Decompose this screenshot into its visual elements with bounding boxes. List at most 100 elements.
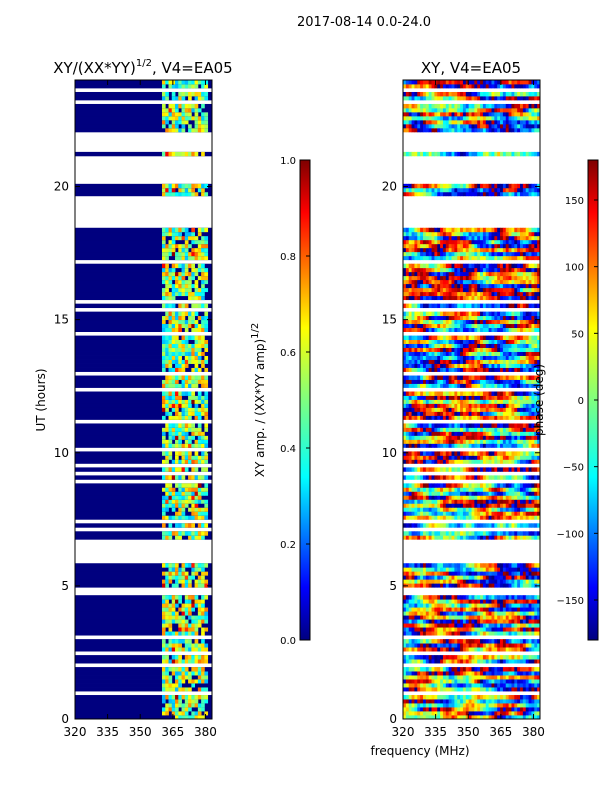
phase-cell — [431, 379, 435, 384]
phase-cell — [514, 695, 518, 700]
amp-row — [75, 263, 212, 269]
phase-cell — [531, 711, 535, 716]
amp-cell — [175, 407, 179, 412]
phase-cell — [414, 423, 418, 428]
phase-cell — [403, 531, 407, 536]
phase-cell — [457, 407, 461, 412]
amp-cell — [165, 571, 169, 576]
amp-cell — [178, 487, 182, 492]
phase-cell — [442, 403, 447, 408]
phase-cell — [514, 707, 518, 712]
phase-cell — [528, 379, 532, 384]
phase-cell — [440, 571, 444, 576]
amp-cell — [161, 615, 166, 620]
amp-cell — [184, 563, 189, 568]
phase-cell — [522, 679, 527, 684]
phase-cell — [411, 499, 415, 504]
amp-cell — [188, 451, 192, 456]
phase-cell — [537, 515, 540, 520]
phase-cell — [517, 379, 521, 384]
amp-cell — [188, 283, 192, 289]
phase-cell — [411, 399, 415, 404]
phase-cell — [502, 715, 507, 719]
phase-cell — [531, 395, 535, 400]
amp-cell — [178, 411, 182, 416]
phase-cell — [408, 379, 412, 384]
phase-cell — [408, 579, 412, 584]
phase-cell — [494, 523, 498, 528]
phase-cell — [403, 715, 407, 719]
phase-cell — [514, 703, 518, 708]
phase-cell — [431, 411, 435, 416]
phase-cell — [460, 391, 464, 396]
phase-cell — [511, 363, 515, 368]
phase-cell — [457, 351, 461, 356]
phase-cell — [454, 607, 458, 612]
phase-cell — [431, 423, 435, 428]
phase-cell — [405, 711, 410, 716]
phase-cell — [457, 503, 461, 508]
phase-cell — [505, 603, 510, 608]
phase-cell — [531, 375, 535, 380]
phase-cell — [405, 507, 410, 512]
phase-cell — [525, 679, 529, 684]
amp-cell — [175, 711, 179, 716]
amp-cell — [188, 123, 192, 129]
phase-cell — [525, 359, 529, 364]
amp-cell — [201, 411, 205, 416]
phase-cell — [437, 459, 441, 464]
phase-cell — [500, 467, 504, 472]
phase-cell — [522, 375, 527, 380]
amp-cell — [184, 607, 189, 612]
phase-cell — [451, 683, 455, 688]
phase-cell — [454, 339, 458, 344]
phase-cell — [511, 643, 515, 648]
phase-cell — [468, 439, 472, 444]
phase-cell — [414, 707, 418, 712]
phase-cell — [468, 699, 472, 704]
amp-row — [75, 467, 212, 472]
amp-cell — [204, 443, 209, 448]
phase-cell — [440, 467, 444, 472]
phase-cell — [525, 411, 529, 416]
phase-cell — [514, 655, 518, 660]
phase-cell — [468, 367, 472, 372]
amp-row — [75, 127, 212, 133]
phase-cell — [437, 711, 441, 716]
phase-cell — [520, 403, 524, 408]
phase-cell — [405, 683, 410, 688]
phase-cell — [462, 395, 467, 400]
phase-cell — [497, 711, 501, 716]
amp-cell — [175, 531, 179, 536]
phase-cell — [428, 495, 432, 500]
amp-cell — [178, 191, 182, 197]
amp-cell — [201, 583, 205, 588]
amp-cell — [168, 295, 173, 301]
phase-cell — [440, 611, 444, 616]
phase-cell — [445, 411, 450, 416]
phase-cell — [434, 699, 438, 704]
phase-cell — [494, 535, 498, 540]
phase-cell — [488, 443, 492, 448]
phase-cell — [468, 611, 472, 616]
phase-cell — [508, 487, 512, 492]
phase-cell — [502, 379, 507, 384]
phase-cell — [482, 355, 487, 360]
phase-cell — [505, 499, 510, 504]
phase-cell — [502, 619, 507, 624]
phase-cell — [425, 699, 430, 704]
phase-cell — [403, 359, 407, 364]
phase-cell — [411, 339, 415, 344]
phase-cell — [474, 623, 478, 628]
phase-cell — [411, 431, 415, 436]
amp-cell — [165, 443, 169, 448]
amp-cell — [165, 287, 169, 293]
amp-cell — [178, 699, 182, 704]
phase-cell — [522, 687, 527, 692]
phase-cell — [403, 703, 407, 708]
phase-cell — [480, 347, 484, 352]
phase-cell — [411, 623, 415, 628]
amp-cell — [191, 671, 196, 676]
phase-cell — [403, 523, 407, 528]
amp-cell — [194, 491, 199, 496]
